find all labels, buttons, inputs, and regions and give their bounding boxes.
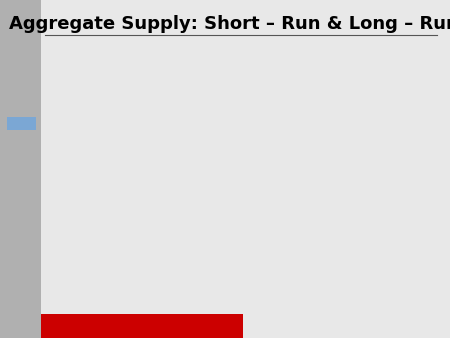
Text: Price Level: Price Level	[249, 143, 259, 195]
Text: LRAS: LRAS	[360, 62, 388, 72]
Text: Price Level: Price Level	[42, 143, 52, 195]
Text: $Y_P$: $Y_P$	[346, 301, 360, 315]
Text: Aggregate Supply: Short – Run & Long – Run: Aggregate Supply: Short – Run & Long – R…	[9, 15, 450, 33]
Text: AS: AS	[194, 62, 209, 72]
X-axis label: Real GDP: Real GDP	[324, 312, 376, 322]
X-axis label: Real GDP: Real GDP	[117, 293, 169, 303]
